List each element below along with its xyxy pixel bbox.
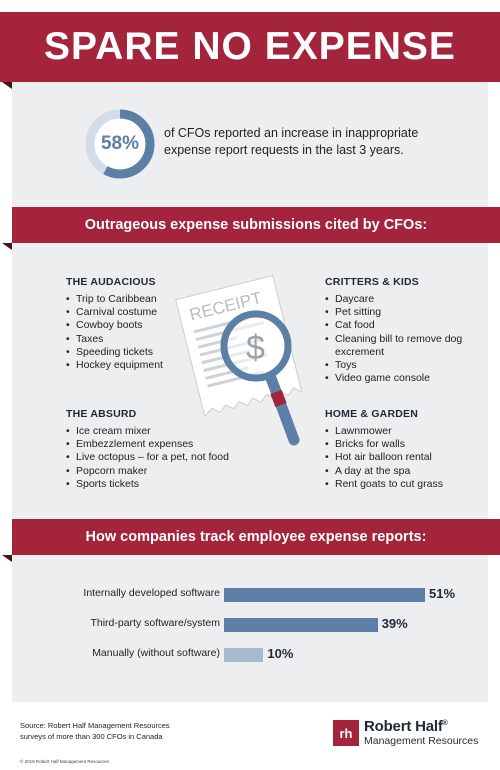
list-item: Video game console (325, 372, 475, 385)
submissions-ribbon-fold (2, 243, 12, 250)
tracking-percent: 39% (381, 616, 408, 631)
title-banner: SPARE NO EXPENSE (0, 12, 500, 82)
tracking-label: Internally developed software (83, 587, 220, 599)
list-item: Cat food (325, 319, 475, 332)
list-item: Sports tickets (66, 478, 266, 491)
registered-mark: ® (442, 720, 448, 727)
percent-donut (85, 109, 155, 179)
list-item: A day at the spa (325, 465, 475, 478)
list-item: Hot air balloon rental (325, 451, 475, 464)
group-list: Daycare Pet sitting Cat food Cleaning bi… (325, 293, 475, 386)
tracking-label: Third-party software/system (90, 617, 220, 629)
source-line: Source: Robert Half Management Resources (20, 721, 170, 730)
group-title: CRITTERS & KIDS (325, 276, 420, 288)
list-item: Ice cream mixer (66, 425, 266, 438)
list-item: Embezzlement expenses (66, 438, 266, 451)
group-absurd: THE ABSURD Ice cream mixer Embezzlement … (66, 408, 266, 491)
group-title: THE AUDACIOUS (66, 276, 156, 288)
list-item: Trip to Caribbean (66, 293, 226, 306)
robert-half-logo: rh Robert Half® Management Resources (333, 718, 493, 750)
dollar-sign: $ (246, 329, 265, 367)
group-critters-kids: CRITTERS & KIDS Daycare Pet sitting Cat … (325, 276, 475, 386)
tracking-bar (224, 618, 378, 632)
tracking-row: Third-party software/system 39% (12, 616, 482, 634)
list-item: Lawnmower (325, 425, 475, 438)
tracking-row: Internally developed software 51% (12, 586, 482, 604)
group-home-garden: HOME & GARDEN Lawnmower Bricks for walls… (325, 408, 475, 491)
source-note: Source: Robert Half Management Resources… (20, 720, 170, 742)
tracking-row: Manually (without software) 10% (12, 646, 482, 664)
list-item: Toys (325, 359, 475, 372)
list-item: Pet sitting (325, 306, 475, 319)
list-item: Cleaning bill to remove dog excrement (325, 333, 475, 359)
list-item: Cowboy boots (66, 319, 226, 332)
tracking-heading: How companies track employee expense rep… (85, 529, 427, 545)
tracking-label: Manually (without software) (92, 647, 220, 659)
list-item: Bricks for walls (325, 438, 475, 451)
tracking-percent: 10% (267, 646, 294, 661)
tracking-ribbon-fold (2, 555, 12, 562)
logo-subtitle: Management Resources (364, 735, 479, 747)
group-title: THE ABSURD (66, 408, 137, 420)
group-list: Lawnmower Bricks for walls Hot air ballo… (325, 425, 475, 491)
group-audacious: THE AUDACIOUS Trip to Caribbean Carnival… (66, 276, 226, 372)
tracking-banner: How companies track employee expense rep… (12, 519, 500, 555)
list-item: Live octopus – for a pet, not food (66, 451, 266, 464)
title-ribbon-fold (2, 82, 12, 89)
submissions-banner: Outrageous expense submissions cited by … (12, 207, 500, 243)
logo-name: Robert Half® (364, 718, 448, 735)
logo-mark-icon: rh (333, 720, 359, 746)
submissions-heading: Outrageous expense submissions cited by … (84, 217, 428, 233)
list-item: Carnival costume (66, 306, 226, 319)
tracking-bar (224, 588, 425, 602)
stat-block: 58% of CFOs reported an increase in inap… (84, 108, 444, 180)
list-item: Popcorn maker (66, 465, 266, 478)
stat-percent: 58% (100, 133, 140, 154)
copyright-note: © 2019 Robert Half Management Resources (20, 759, 109, 764)
group-title: HOME & GARDEN (325, 408, 419, 420)
group-list: Ice cream mixer Embezzlement expenses Li… (66, 425, 266, 491)
donut-arc (85, 109, 155, 179)
stat-description: of CFOs reported an increase in inapprop… (164, 126, 419, 157)
list-item: Speeding tickets (66, 346, 226, 359)
list-item: Hockey equipment (66, 359, 226, 372)
group-list: Trip to Caribbean Carnival costume Cowbo… (66, 293, 226, 372)
logo-name-text: Robert Half (364, 718, 443, 735)
list-item: Rent goats to cut grass (325, 478, 475, 491)
tracking-percent: 51% (429, 586, 456, 601)
list-item: Daycare (325, 293, 475, 306)
list-item: Taxes (66, 333, 226, 346)
tracking-bar (224, 648, 264, 662)
source-line: surveys of more than 300 CFOs in Canada (20, 732, 163, 741)
page-title: SPARE NO EXPENSE (44, 25, 456, 68)
